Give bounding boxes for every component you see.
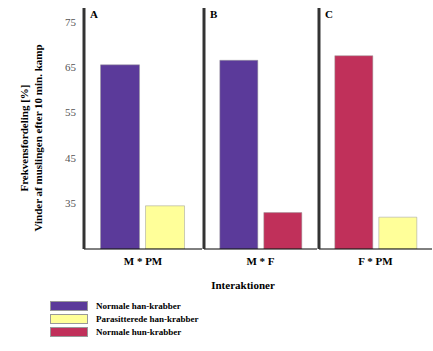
html-text:B: B [210,8,218,20]
svg-text:35: 35 [65,197,77,209]
html-text:Normale hun-krabber: Normale hun-krabber [96,326,182,337]
svg-text:55: 55 [65,106,77,118]
html-text:Parasitterede han-krabber: Parasitterede han-krabber [96,313,199,324]
html-text:Interaktioner: Interaktioner [211,279,275,291]
html-text:C: C [325,8,333,20]
svg-text:M * F: M * F [246,255,274,267]
svg-text:75: 75 [65,16,77,28]
html-text:Normale han-krabber: Normale han-krabber [96,300,181,311]
html-text:Frekvensfordeling [%] Vinder a: Frekvensfordeling [%] Vinder af muslinge… [18,44,44,232]
svg-text:65: 65 [65,61,77,73]
svg-text:F * PM: F * PM [358,255,393,267]
svg-text:M * PM: M * PM [124,255,163,267]
html-text:A: A [90,8,98,20]
svg-text:45: 45 [65,152,77,164]
